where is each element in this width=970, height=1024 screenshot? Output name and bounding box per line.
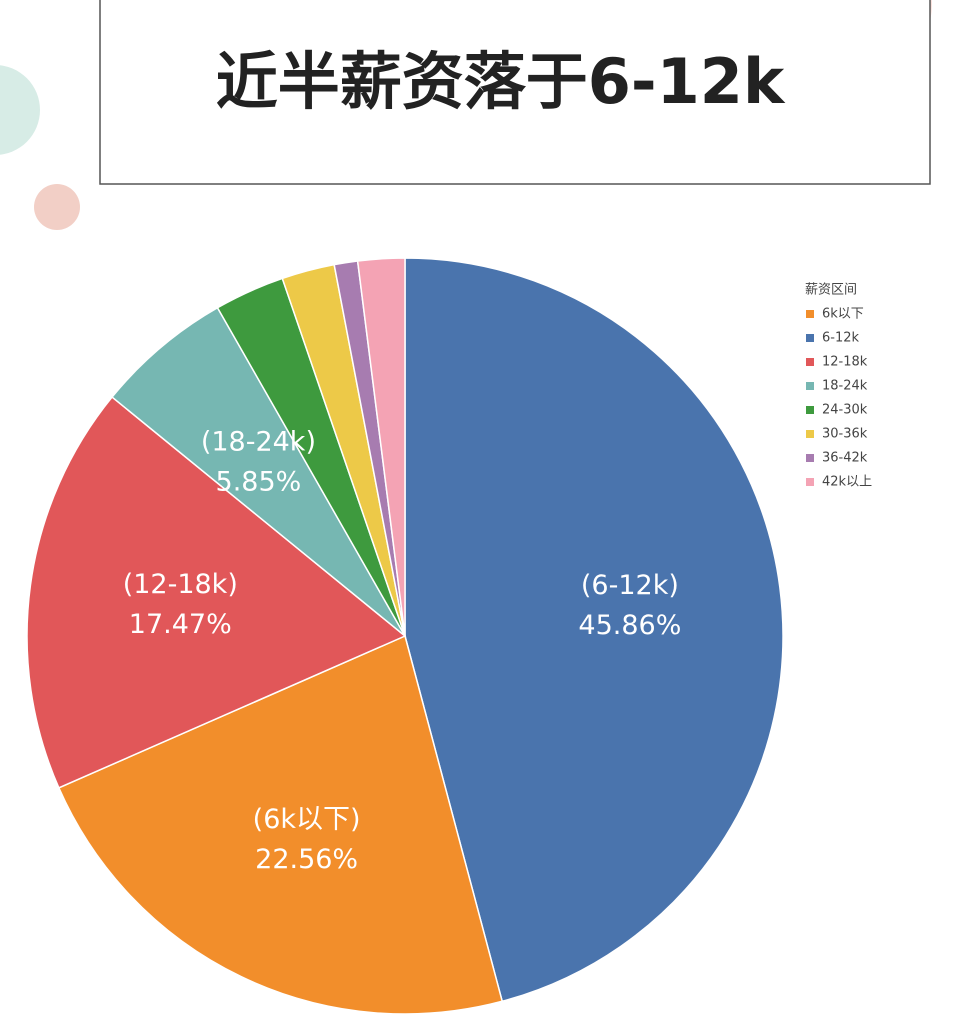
legend-swatch xyxy=(806,334,814,342)
legend-label: 12-18k xyxy=(822,355,868,370)
legend-swatch xyxy=(806,358,814,366)
legend-swatch xyxy=(806,406,814,414)
legend-label: 24-30k xyxy=(822,403,868,418)
legend-label: 42k以上 xyxy=(822,475,872,490)
slice-category-label: (6k以下) xyxy=(253,804,361,835)
pie-slice xyxy=(404,257,784,1003)
legend-label: 36-42k xyxy=(822,451,868,466)
legend-swatch xyxy=(806,454,814,462)
legend-label: 30-36k xyxy=(822,427,868,442)
pie-slice xyxy=(111,306,406,637)
title-box xyxy=(99,0,931,185)
decor-circle xyxy=(34,184,80,230)
chart-title: 近半薪资落于6-12k xyxy=(216,45,786,118)
slice-value-label: 22.56% xyxy=(255,844,358,875)
legend-swatch xyxy=(806,310,814,318)
pie-slice xyxy=(57,634,504,1015)
slice-value-label: 5.85% xyxy=(216,466,302,497)
legend-swatch xyxy=(806,430,814,438)
decor-circle xyxy=(0,65,40,155)
slice-category-label: (18-24k) xyxy=(201,426,316,457)
pie xyxy=(26,257,784,1015)
legend-label: 6k以下 xyxy=(822,307,864,322)
slice-category-label: (12-18k) xyxy=(123,569,238,600)
slice-value-label: 45.86% xyxy=(578,610,681,641)
legend-swatch xyxy=(806,382,814,390)
legend-title: 薪资区间 xyxy=(805,283,857,298)
pie-slice xyxy=(356,257,406,637)
legend-swatch xyxy=(806,478,814,486)
slice-labels: (6-12k) 45.86% (6k以下) 22.56% (12-18k) 17.47% (… xyxy=(123,426,682,874)
pie-slice xyxy=(26,396,407,789)
slice-value-label: 17.47% xyxy=(129,609,232,640)
legend: 6k以下 6-12k 12-18k 18-24k 24-30k 30-36k 36-42k 4… xyxy=(806,307,872,490)
legend-label: 6-12k xyxy=(822,331,860,346)
slice-category-label: (6-12k) xyxy=(581,570,679,601)
legend-label: 18-24k xyxy=(822,379,868,394)
